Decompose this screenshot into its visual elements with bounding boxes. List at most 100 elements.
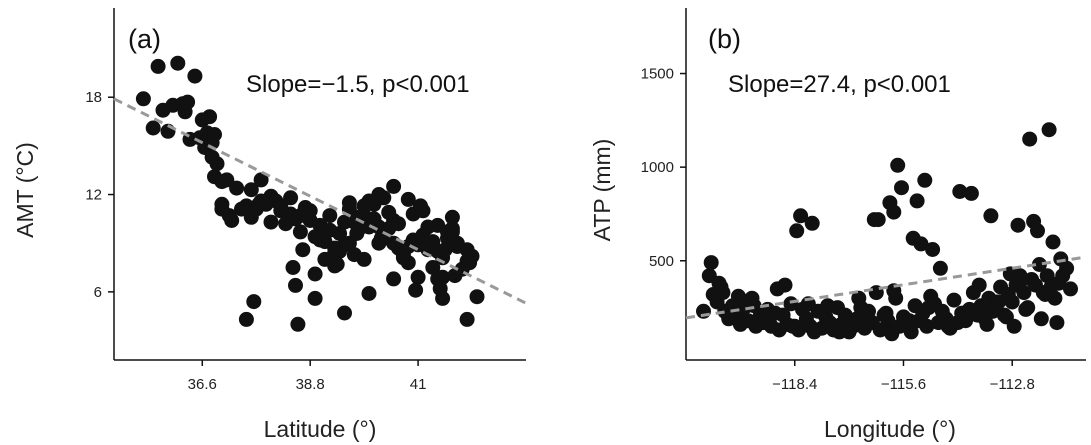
panel-b-data-point [1049, 315, 1065, 331]
panel-b-data-point [991, 294, 1007, 310]
panel-b-data-point [870, 212, 886, 228]
panel-a-data-point [444, 224, 460, 240]
panel-b-data-point [921, 300, 937, 316]
panel-b-data-point [960, 303, 976, 319]
panel-b-data-point [820, 298, 836, 314]
panel-b-y-axis-label: ATP (mm) [589, 139, 615, 242]
panel-b-data-point [963, 185, 979, 201]
panel-b-data-point [979, 316, 995, 332]
panel-b-x-tick-label: −112.8 [990, 376, 1035, 393]
panel-b-data-point [793, 208, 809, 224]
panel-b-trend-line [685, 255, 1087, 320]
panel-a-data-point [292, 224, 308, 240]
panel-b-data-point [1031, 257, 1047, 272]
panel-a-data-point [432, 281, 448, 297]
panel-a-data-point [462, 255, 478, 271]
panel-b-data-point [971, 277, 987, 293]
panel-a-data-point [400, 239, 416, 254]
panel-a-data-point [337, 305, 352, 321]
panel-b-data-point [983, 208, 999, 224]
panel-a-data-point [386, 178, 402, 194]
panel-b-data-point [1033, 311, 1049, 327]
panel-a: 36.6 38.8 41 6 12 18 (a) Slope=−1.5, p<0.001… [12, 8, 527, 442]
panel-b-yticks: 500 1000 1500 [641, 66, 686, 270]
panel-a-data-point [459, 311, 475, 327]
panel-a-points [135, 55, 485, 332]
panel-b-points [696, 122, 1078, 342]
panel-a-x-tick-label: 36.6 [188, 376, 217, 393]
panel-a-data-point [381, 204, 397, 220]
panel-b-data-point [1039, 268, 1055, 284]
panel-a-data-point [341, 195, 357, 211]
panel-b-data-point [890, 157, 906, 173]
panel-a-data-point [243, 182, 259, 198]
panel-a-data-point [307, 290, 323, 306]
panel-a-y-tick-label: 12 [85, 187, 102, 204]
panel-b-data-point [730, 288, 746, 304]
panel-a-data-point [312, 232, 328, 248]
panel-a-data-point [180, 94, 196, 110]
panel-a-data-point [327, 240, 343, 256]
panel-b-data-point [1010, 217, 1026, 233]
panel-b-data-point [785, 318, 801, 334]
panel-a-annotation: Slope=−1.5, p<0.001 [246, 71, 470, 98]
panel-a-y-tick-label: 6 [94, 284, 102, 301]
panel-a-yticks: 6 12 18 [85, 89, 114, 301]
panel-b-x-tick-label: −115.6 [881, 376, 926, 393]
panel-b-x-axis-label: Longitude (°) [824, 416, 956, 442]
panel-b-data-point [919, 318, 935, 334]
panel-a-data-point [288, 277, 303, 293]
panel-a-data-point [229, 180, 245, 196]
panel-b-data-point [1014, 272, 1030, 287]
panel-a-data-point [469, 289, 485, 305]
panel-a-data-point [366, 211, 382, 227]
panel-a-data-point [329, 256, 345, 272]
panel-a-data-point [459, 242, 475, 258]
panel-a-data-point [322, 208, 338, 224]
panel-a-y-axis-label: AMT (°C) [12, 142, 38, 238]
panel-a-data-point [263, 214, 279, 230]
panel-a-data-point [219, 172, 235, 188]
panel-b-data-point [901, 313, 917, 329]
panel-b-data-point [1018, 301, 1034, 317]
panel-b-data-point [746, 298, 762, 314]
panel-b-data-point [1037, 287, 1053, 302]
panel-a-data-point [361, 286, 377, 301]
panel-a-data-point [349, 226, 365, 241]
panel-b-data-point [940, 318, 956, 334]
panel-b-data-point [789, 223, 805, 239]
panel-a-data-point [283, 190, 299, 206]
panel-a-data-point [371, 187, 387, 202]
panel-a-data-point [204, 149, 220, 165]
panel-b-data-point [925, 242, 941, 257]
panel-a-data-point [187, 68, 203, 84]
panel-a-data-point [413, 198, 428, 214]
panel-b-data-point [878, 305, 894, 321]
panel-b-annotation: Slope=27.4, p<0.001 [728, 71, 951, 98]
panel-a-data-point [356, 198, 372, 214]
panel-a-data-point [290, 316, 306, 332]
panel-b-data-point [932, 260, 948, 276]
panel-a-xticks: 36.6 38.8 41 [188, 360, 426, 393]
panel-a-data-point [307, 266, 323, 282]
panel-b-data-point [831, 324, 847, 340]
panel-b-data-point [1053, 251, 1069, 267]
panel-a-data-point [135, 91, 151, 107]
panel-a-data-point [437, 242, 453, 258]
panel-b-data-point [946, 292, 962, 308]
panel-a-panel-label: (a) [128, 24, 161, 54]
panel-b-xticks: −118.4 −115.6 −112.8 [772, 360, 1035, 393]
panel-a-y-tick-label: 18 [85, 89, 102, 106]
panel-a-data-point [322, 222, 338, 238]
panel-b-data-point [886, 204, 902, 220]
panel-a-data-point [444, 209, 460, 225]
panel-a-data-point [150, 58, 166, 74]
panel-b-data-point [769, 281, 785, 297]
panel-b-data-point [1022, 131, 1038, 147]
panel-b-data-point [894, 180, 909, 196]
panel-a-data-point [297, 200, 313, 215]
panel-a-x-axis-label: Latitude (°) [264, 416, 377, 442]
panel-b-data-point [1045, 234, 1061, 250]
panel-b-data-point [913, 236, 929, 252]
